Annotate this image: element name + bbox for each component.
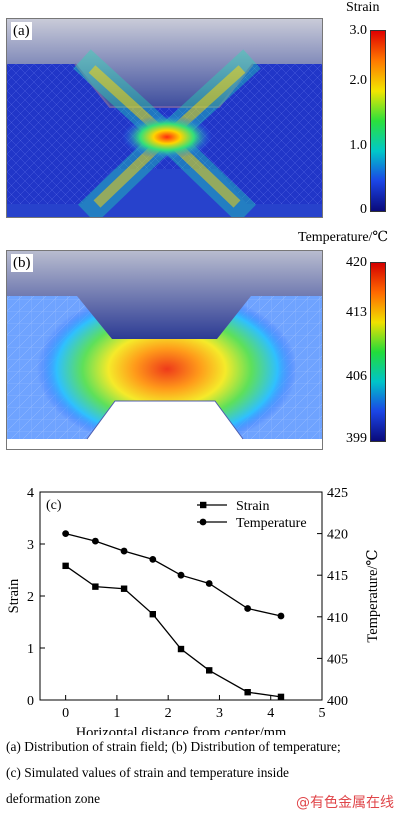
strain-field-figure: (a) [6,18,323,218]
temperature-data-point [62,530,70,537]
y-tick-label: 4 [27,486,34,501]
strain-colorbar-title: Strain [346,0,380,15]
strain-tick-1: 1.0 [349,138,368,153]
temperature-data-point [277,612,285,620]
temperature-colorbar-title: Temperature/℃ [298,230,389,245]
temperature-data-point [244,605,252,612]
y2-tick-label: 415 [327,569,348,584]
temperature-field-figure: (b) [6,250,323,450]
chart-panel-label: (c) [46,498,62,513]
y2-tick-label: 405 [327,652,348,667]
temperature-tick-max: 420 [346,255,367,270]
strain-data-point [206,667,213,674]
temperature-data-point [177,571,185,579]
temperature-tick-413: 413 [346,305,367,320]
y-tick-label: 1 [27,642,34,657]
x-tick-label: 4 [267,706,274,721]
strain-data-point [177,645,185,653]
strain-data-point [149,611,156,618]
temperature-data-point [91,537,99,545]
temperature-tick-406: 406 [346,369,367,384]
temperature-data-point [120,547,128,555]
strain-tick-max: 3.0 [349,23,368,38]
strain-legend-label: Strain [236,499,269,514]
temperature-data-point [205,580,213,587]
strain-data-point [120,585,128,592]
y-tick-label: 3 [27,538,34,553]
strain-legend-marker [200,501,207,509]
strain-data-point [277,693,285,701]
x-tick-label: 5 [319,706,326,721]
panel-a-label: (a) [11,22,32,40]
x-tick-label: 1 [113,706,120,721]
strain-field-image [7,19,322,217]
temperature-field-image [7,251,322,449]
y2-tick-label: 400 [327,694,348,709]
strain-data-point [62,562,69,570]
y-tick-label: 2 [27,590,34,605]
y2-tick-label: 425 [327,486,348,501]
caption-line-3: deformation zone [6,791,101,806]
strain-data-point [92,583,99,590]
strain-data-point [244,689,251,696]
strain-temperature-chart: (c) 0 1 2 3 4 5 0 1 2 3 4 400 405 410 415 420 425 Horizon… [6,486,381,735]
temperature-legend-marker [199,518,207,526]
temperature-legend-label: Temperature [236,516,307,531]
y2-axis-title: Temperature/℃ [365,549,381,642]
y2-tick-label: 420 [327,528,348,543]
y-tick-label: 0 [27,694,34,709]
x-tick-label: 2 [165,706,172,721]
caption-line-1: (a) Distribution of strain field; (b) Di… [6,739,341,754]
x-tick-label: 3 [216,706,223,721]
temperature-tick-min: 399 [346,431,367,446]
x-axis-title: Horizontal distance from center/mm [76,725,287,735]
panel-b-label: (b) [11,254,33,272]
temperature-colorbar [370,262,386,442]
y-axis-title: Strain [6,578,22,613]
strain-colorbar [370,30,386,212]
figure-caption: (a) Distribution of strain field; (b) Di… [6,734,394,812]
temperature-series-line [65,532,282,617]
x-tick-label: 0 [62,706,69,721]
y2-tick-label: 410 [327,611,348,626]
strain-tick-0: 0 [360,202,367,217]
strain-series-line [65,565,282,698]
strain-tick-2: 2.0 [349,73,368,88]
temperature-data-point [149,555,157,563]
caption-line-2: (c) Simulated values of strain and tempe… [6,765,289,780]
source-watermark: @有色金属在线 [296,795,394,811]
